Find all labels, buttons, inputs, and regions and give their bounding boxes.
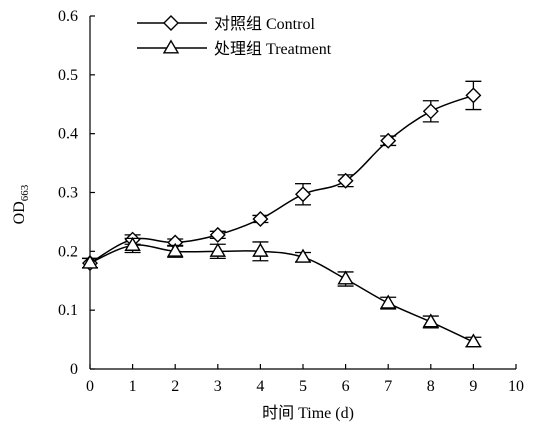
series-treatment-point — [124, 236, 141, 251]
legend-marker-treatment — [162, 39, 180, 54]
x-tick-label: 1 — [129, 378, 137, 395]
series-treatment — [81, 236, 482, 348]
legend-marker-control — [163, 15, 179, 31]
series-control-point — [295, 186, 311, 203]
legend-item-treatment: 处理组 Treatment — [137, 39, 332, 58]
series-treatment-point — [252, 242, 269, 257]
series-control — [82, 80, 482, 272]
series-treatment-point — [81, 254, 99, 269]
series-control-point — [422, 103, 439, 120]
series-layer — [81, 80, 482, 348]
x-tick-label: 9 — [469, 378, 477, 395]
series-control-point — [465, 87, 482, 104]
y-tick-label: 0.5 — [58, 67, 78, 84]
y-tick-label: 0.2 — [58, 243, 78, 260]
series-control-line — [89, 94, 474, 264]
x-tick-label: 0 — [86, 378, 94, 395]
x-tick-label: 5 — [299, 378, 307, 395]
series-treatment-point — [294, 248, 312, 263]
y-axis-ticks: 0 0.1 0.2 0.3 0.4 0.5 0.6 — [58, 8, 95, 378]
y-tick-label: 0.6 — [58, 8, 78, 25]
y-tick-label: 0.3 — [58, 185, 78, 202]
y-axis-title-subscript: 663 — [19, 184, 31, 201]
series-treatment-point — [337, 270, 354, 285]
x-tick-label: 4 — [256, 378, 264, 395]
x-tick-label: 8 — [427, 378, 435, 395]
series-treatment-point — [166, 242, 184, 257]
x-axis-title: 时间 Time (d) — [262, 404, 354, 422]
y-axis-title-main: OD — [11, 201, 28, 224]
legend-item-control: 对照组 Control — [137, 15, 315, 33]
series-control-point — [337, 172, 354, 189]
legend-label-control: 对照组 Control — [214, 15, 315, 33]
x-tick-label: 6 — [342, 378, 350, 395]
series-control-point — [380, 132, 397, 149]
x-axis-ticks: 0 1 2 3 4 5 6 7 8 9 10 — [86, 364, 524, 395]
series-treatment-point — [422, 313, 440, 328]
x-tick-label: 7 — [384, 378, 392, 395]
series-treatment-line — [89, 244, 474, 343]
legend: 对照组 Control 处理组 Treatment — [137, 15, 332, 58]
x-tick-label: 3 — [214, 378, 222, 395]
x-tick-label: 2 — [171, 378, 179, 395]
y-tick-label: 0.1 — [58, 302, 78, 319]
y-tick-label: 0 — [70, 361, 78, 378]
series-treatment-point — [209, 242, 227, 257]
series-treatment-point — [465, 333, 482, 348]
series-control-point — [252, 210, 269, 227]
y-axis-title: OD663 — [11, 184, 31, 224]
x-tick-label: 10 — [508, 378, 524, 395]
y-tick-label: 0.4 — [58, 126, 78, 143]
legend-label-treatment: 处理组 Treatment — [214, 40, 332, 58]
series-control-point — [209, 226, 226, 243]
series-treatment-point — [379, 294, 397, 309]
